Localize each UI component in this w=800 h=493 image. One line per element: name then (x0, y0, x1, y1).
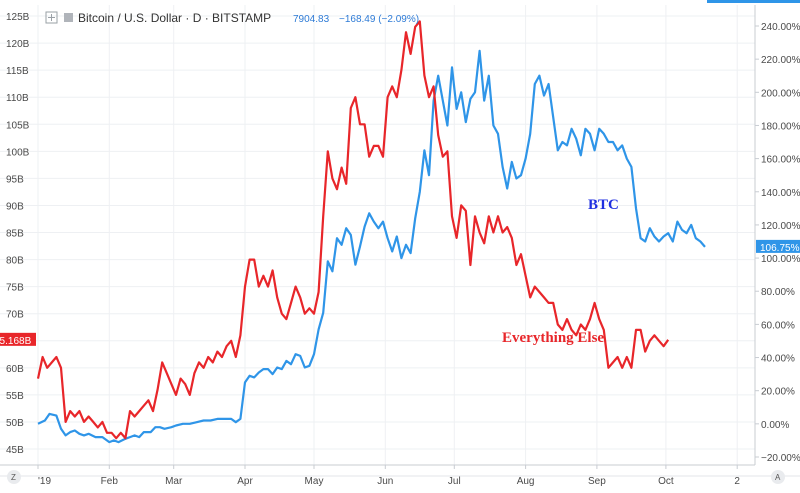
x-tick-label: Sep (588, 476, 606, 487)
left-tick-label: 90B (6, 201, 24, 212)
left-tick-label: 105B (6, 120, 30, 131)
right-tick-label: 120.00% (761, 221, 800, 232)
left-tick-label: 110B (6, 93, 29, 104)
symbol-title[interactable]: Bitcoin / U.S. Dollar · D · BITSTAMP (78, 11, 271, 25)
left-tick-label: 100B (6, 147, 30, 158)
right-tick-label: 140.00% (761, 188, 800, 199)
left-tick-label: 70B (6, 310, 24, 321)
compare-plus-icon[interactable] (45, 11, 58, 24)
right-tick-label: 20.00% (761, 387, 795, 398)
x-tick-label: '19 (38, 476, 51, 487)
right-tick-label: 60.00% (761, 320, 795, 331)
symbol-square-icon (64, 13, 73, 22)
left-tick-label: 120B (6, 39, 30, 50)
left-tick-label: 85B (6, 229, 24, 240)
x-tick-label: Apr (237, 476, 253, 487)
left-tick-label: 75B (6, 283, 24, 294)
right-tick-label: 0.00% (761, 420, 789, 431)
x-tick-label: Oct (658, 476, 674, 487)
x-tick-label: 2 (734, 476, 740, 487)
left-tick-label: 125B (6, 12, 30, 23)
left-tick-label: 50B (6, 418, 24, 429)
left-tick-label: 80B (6, 256, 24, 267)
chart-header: Bitcoin / U.S. Dollar · D · BITSTAMP 790… (45, 11, 419, 25)
everything-else-annotation: Everything Else (502, 330, 604, 346)
right-tick-label: 40.00% (761, 354, 795, 365)
right-tick-label: 200.00% (761, 88, 800, 99)
else-last-value-tag-bg (0, 332, 36, 346)
x-tick-label: Mar (165, 476, 183, 487)
x-tick-label: Jun (377, 476, 393, 487)
price-change: −168.49 (−2.09%) (339, 14, 419, 25)
x-tick-label: Aug (517, 476, 535, 487)
top-right-tab-strip[interactable] (707, 0, 800, 3)
auto-scale-label: A (775, 473, 781, 482)
x-tick-label: Jul (448, 476, 461, 487)
right-tick-label: 100.00% (761, 254, 800, 265)
last-price: 7904.83 (293, 14, 330, 25)
else-last-value: 65.168B (0, 336, 32, 347)
right-tick-label: 80.00% (761, 287, 795, 298)
right-tick-label: 220.00% (761, 55, 800, 66)
auto-scale-button[interactable] (771, 470, 785, 484)
left-tick-label: 60B (6, 364, 24, 375)
zoom-reset-label: Z (11, 473, 16, 482)
left-tick-label: 115B (6, 66, 29, 77)
right-axis[interactable]: −20.00% 0.00% 20.00% 40.00% 60.00% 80.00% 100.… (755, 22, 800, 464)
else-last-value-tag: 65.168B (0, 332, 36, 347)
right-tick-label: 160.00% (761, 155, 800, 166)
left-tick-label: 45B (6, 445, 24, 456)
everything-else-series-line[interactable] (36, 20, 670, 440)
x-tick-label: May (305, 476, 324, 487)
right-tick-label: 180.00% (761, 121, 800, 132)
left-axis[interactable]: 45B50B55B60B65B70B75B80B85B90B95B100B105… (6, 12, 30, 456)
series-layer (36, 20, 706, 444)
btc-last-value-tag-bg (756, 239, 800, 253)
x-tick-label: Feb (101, 476, 119, 487)
left-tick-label: 95B (6, 174, 24, 185)
zoom-reset-button[interactable] (7, 470, 21, 484)
x-axis[interactable]: '19 Feb Mar Apr May Jun Jul Aug Sep Oct 2 (37, 465, 740, 487)
right-tick-label: −20.00% (761, 453, 800, 464)
btc-series-line[interactable] (37, 49, 706, 444)
left-tick-label: 55B (6, 391, 24, 402)
btc-last-value-tag: 106.75% (756, 239, 800, 254)
right-tick-label: 240.00% (761, 22, 800, 33)
btc-annotation: BTC (588, 197, 619, 213)
btc-last-value: 106.75% (760, 243, 800, 254)
